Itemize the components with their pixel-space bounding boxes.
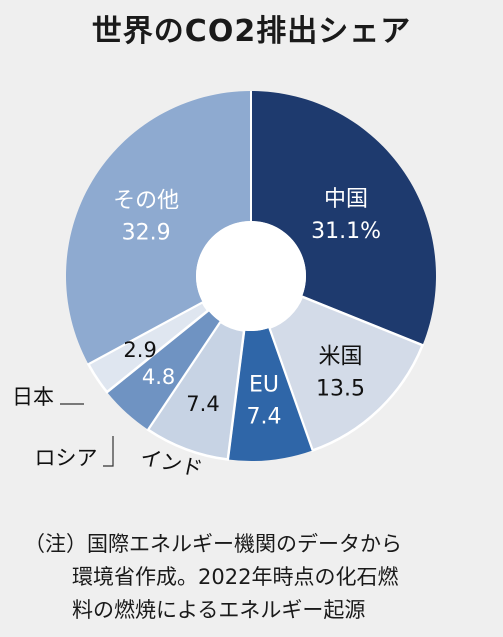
slice-separator bbox=[106, 309, 209, 393]
slice-russia bbox=[106, 310, 221, 430]
leader-line-russia bbox=[103, 436, 114, 467]
label-value-usa: 13.5 bbox=[316, 377, 365, 402]
label-name-japan: 日本 bbox=[12, 385, 54, 409]
label-name-eu: EU bbox=[249, 372, 279, 397]
slice-separator bbox=[301, 295, 423, 347]
slice-separator bbox=[87, 301, 204, 365]
label-value-china: 31.1% bbox=[311, 219, 381, 244]
slice-eu bbox=[227, 327, 313, 461]
slice-other bbox=[65, 91, 252, 365]
slice-separator bbox=[226, 330, 246, 460]
label-name-other: その他 bbox=[113, 189, 179, 214]
chart-title: 世界のCO2排出シェア bbox=[91, 14, 412, 49]
slice-china bbox=[251, 91, 436, 346]
label-value-russia: 4.8 bbox=[142, 365, 175, 389]
donut-chart: 中国31.1%米国13.5EU7.4インド7.4ロシア4.8日本2.9その他32… bbox=[12, 91, 436, 481]
slice-separator bbox=[268, 327, 314, 451]
donut-hole bbox=[196, 221, 306, 331]
source-note: （注）国際エネルギー機関のデータから 環境省作成。2022年時点の化石燃 料の燃… bbox=[24, 528, 494, 627]
label-value-india: 7.4 bbox=[186, 392, 219, 416]
label-value-other: 32.9 bbox=[122, 221, 171, 246]
slice-separator bbox=[147, 321, 222, 431]
note-line-3: 料の燃焼によるエネルギー起源 bbox=[72, 598, 366, 622]
note-line-1: （注）国際エネルギー機関のデータから bbox=[24, 532, 402, 556]
label-name-russia: ロシア bbox=[35, 446, 98, 470]
label-name-usa: 米国 bbox=[319, 345, 363, 370]
label-value-eu: 7.4 bbox=[247, 404, 282, 429]
note-line-2: 環境省作成。2022年時点の化石燃 bbox=[72, 565, 399, 589]
label-name-china: 中国 bbox=[324, 187, 368, 212]
label-value-japan: 2.9 bbox=[123, 338, 156, 362]
